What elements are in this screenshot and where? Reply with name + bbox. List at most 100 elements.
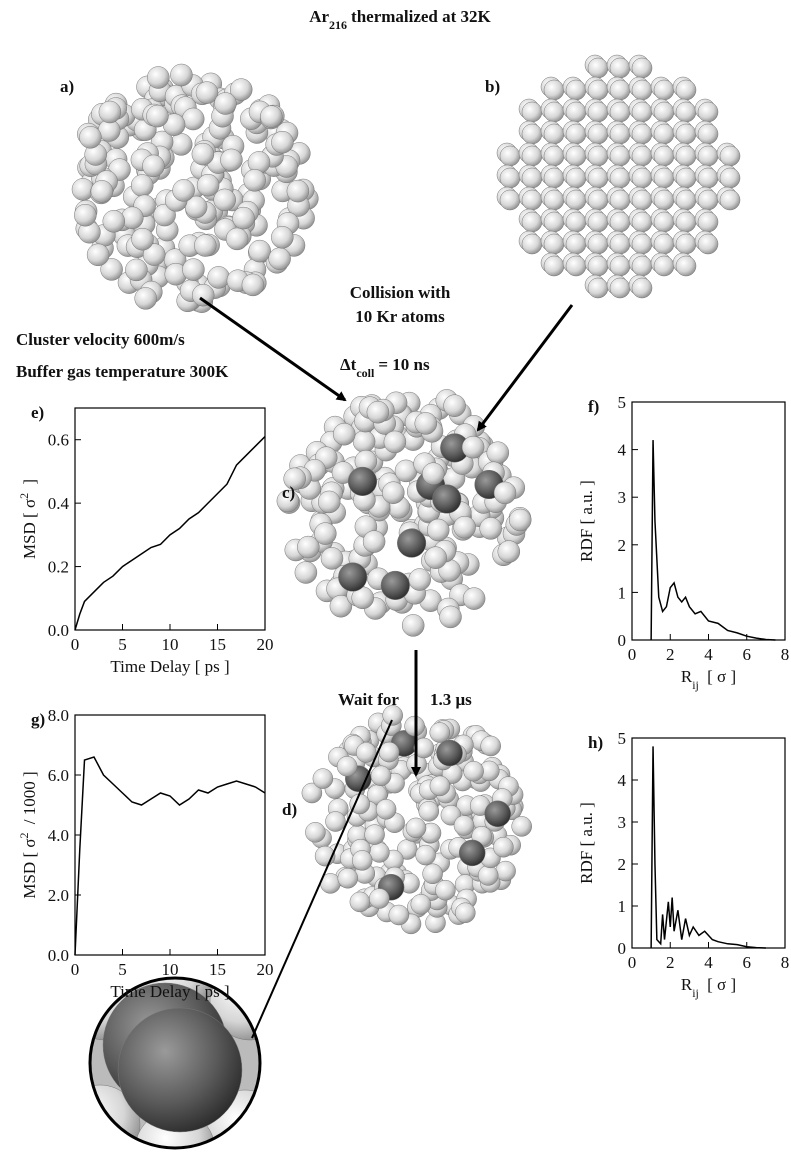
- atom: [511, 816, 532, 837]
- panel-label: c): [282, 483, 295, 502]
- text-part: Ar: [309, 7, 329, 26]
- atom: [653, 189, 675, 211]
- x-axis-label: Rij [ σ ]: [681, 975, 736, 1000]
- atom: [271, 226, 294, 249]
- atom: [98, 100, 122, 124]
- atom: [653, 233, 675, 255]
- atom: [697, 167, 719, 189]
- atom: [631, 79, 653, 101]
- text-part: [ σ ]: [703, 975, 736, 994]
- atom: [195, 81, 219, 104]
- atom: [631, 57, 653, 79]
- text-part: = 10 ns: [378, 355, 430, 374]
- atom: [332, 422, 356, 446]
- y-axis-label: RDF [ a.u. ]: [577, 480, 596, 562]
- atom: [565, 211, 587, 233]
- arrow: [476, 304, 574, 432]
- atom: [631, 277, 653, 299]
- atom: [214, 92, 237, 115]
- x-axis-label: Time Delay [ ps ]: [110, 982, 229, 1001]
- atom: [565, 255, 587, 277]
- atom: [609, 145, 631, 167]
- atom: [462, 587, 486, 610]
- atom: [521, 211, 543, 233]
- atom: [499, 167, 521, 189]
- plot-frame: [74, 714, 266, 956]
- y-tick-label: 0: [618, 939, 627, 958]
- atom: [181, 107, 205, 131]
- x-tick-label: 6: [743, 645, 752, 664]
- atom: [142, 243, 166, 266]
- atom: [131, 227, 154, 251]
- x-tick-label: 15: [209, 960, 226, 979]
- text-part: / 1000 ]: [20, 771, 39, 828]
- atom: [653, 167, 675, 189]
- atom: [609, 211, 631, 233]
- atom: [543, 233, 565, 255]
- atom: [565, 167, 587, 189]
- atom: [314, 522, 337, 545]
- subscript: ij: [692, 986, 699, 1000]
- subscript: 216: [329, 18, 347, 32]
- atom: [405, 817, 427, 839]
- atom: [486, 441, 510, 464]
- data-line: [74, 436, 266, 631]
- x-tick-label: 6: [743, 953, 752, 972]
- atom: [329, 594, 353, 618]
- y-tick-label: 8.0: [48, 706, 69, 725]
- atom: [565, 123, 587, 145]
- atom: [117, 1007, 243, 1133]
- atom: [100, 258, 123, 281]
- annotation: Collision with: [350, 283, 451, 302]
- x-tick-label: 4: [704, 953, 713, 972]
- x-tick-label: 10: [162, 635, 179, 654]
- atom: [543, 101, 565, 123]
- atom: [631, 145, 653, 167]
- atom: [675, 211, 697, 233]
- atom: [675, 79, 697, 101]
- atom: [565, 101, 587, 123]
- atom: [461, 435, 485, 459]
- panel-label: a): [60, 77, 74, 96]
- atom: [422, 462, 445, 485]
- y-tick-label: 0.6: [48, 431, 69, 450]
- panel-label: f): [588, 397, 599, 416]
- atom: [283, 467, 306, 491]
- atom: [609, 57, 631, 79]
- atom: [587, 189, 609, 211]
- atom: [543, 145, 565, 167]
- panel-label: b): [485, 77, 500, 96]
- atom: [631, 189, 653, 211]
- atom: [675, 255, 697, 277]
- atom: [609, 277, 631, 299]
- atom: [415, 844, 436, 866]
- atom: [121, 206, 144, 230]
- atom: [587, 277, 609, 299]
- atom: [196, 173, 220, 197]
- atom: [435, 879, 456, 901]
- atom: [587, 233, 609, 255]
- atom: [675, 233, 697, 255]
- atom: [146, 104, 169, 128]
- atom: [241, 273, 265, 297]
- atom: [170, 63, 193, 87]
- atom: [479, 517, 502, 540]
- magnified-border: [88, 976, 262, 1150]
- x-tick-label: 8: [781, 645, 790, 664]
- superscript: 2: [17, 832, 31, 838]
- atom: [653, 255, 675, 277]
- atom: [653, 101, 675, 123]
- atom: [276, 489, 300, 513]
- atom: [426, 518, 450, 542]
- data-line: [650, 440, 776, 641]
- atom: [609, 233, 631, 255]
- atom: [312, 768, 334, 789]
- atom: [194, 234, 217, 257]
- x-tick-label: 0: [71, 960, 80, 979]
- atom: [697, 211, 719, 233]
- panel-label: e): [31, 403, 44, 422]
- atom: [182, 258, 205, 281]
- x-tick-label: 0: [628, 645, 637, 664]
- atom: [543, 123, 565, 145]
- atom: [260, 105, 283, 128]
